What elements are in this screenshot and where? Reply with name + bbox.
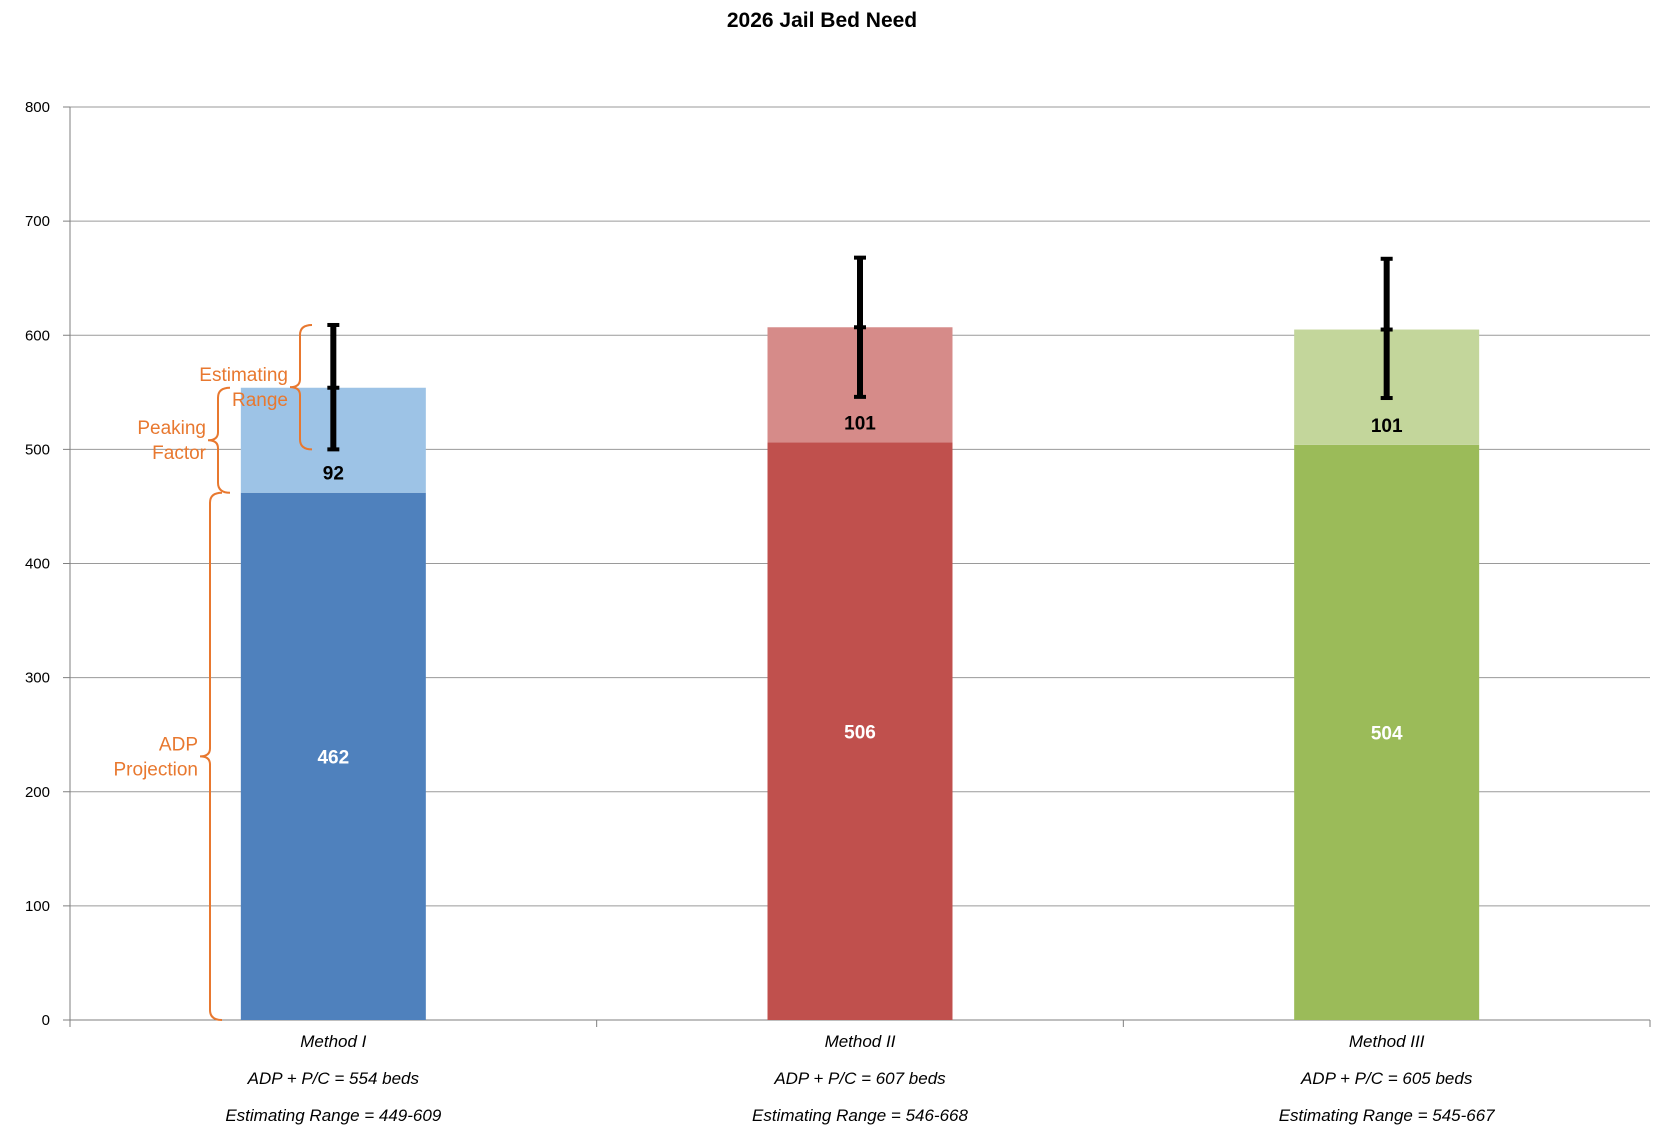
category-label: ADP + P/C = 554 beds	[247, 1069, 420, 1088]
bar-segment	[1294, 444, 1480, 1020]
category-label: Method I	[300, 1032, 366, 1051]
y-tick-label: 300	[25, 670, 50, 687]
data-label: 504	[1371, 723, 1403, 744]
data-label: 506	[844, 722, 876, 743]
y-tick-label: 200	[25, 784, 50, 801]
y-tick-label: 800	[25, 99, 50, 116]
chart-title: 2026 Jail Bed Need	[727, 9, 917, 32]
category-label: Estimating Range = 449-609	[225, 1106, 441, 1125]
error-bars	[327, 255, 1393, 452]
category-label: ADP + P/C = 607 beds	[773, 1069, 946, 1088]
category-label: ADP + P/C = 605 beds	[1300, 1069, 1473, 1088]
bar-segment	[767, 442, 953, 1021]
annotation-brace	[199, 491, 223, 1021]
y-tick-label: 0	[42, 1012, 50, 1029]
data-labels: 462 92 506 101 504 101	[317, 414, 1402, 769]
data-label: 101	[1371, 416, 1403, 437]
annotation-label: Estimating	[199, 365, 288, 386]
data-label: 462	[317, 747, 349, 768]
category-label: Estimating Range = 546-668	[752, 1106, 968, 1125]
annotation-label: Projection	[114, 759, 199, 780]
category-labels: Method I ADP + P/C = 554 beds Estimating R…	[225, 1032, 1495, 1125]
category-label: Method III	[1349, 1032, 1425, 1051]
annotation-label: Factor	[152, 443, 207, 464]
y-tick-label: 100	[25, 898, 50, 915]
annotations: Estimating Range Peaking Factor ADP Projectio…	[114, 323, 313, 1021]
category-label: Method II	[825, 1032, 896, 1051]
y-tick-label: 400	[25, 556, 50, 573]
annotation-label: Peaking	[137, 418, 206, 439]
data-label: 101	[844, 414, 876, 435]
bar-segment	[240, 492, 426, 1020]
y-tick-label: 500	[25, 441, 50, 458]
y-tick-label: 600	[25, 327, 50, 344]
annotation-brace	[289, 323, 313, 451]
data-label: 92	[323, 464, 344, 485]
annotation-brace	[207, 386, 231, 494]
category-label: Estimating Range = 545-667	[1279, 1106, 1495, 1125]
y-tick-label: 700	[25, 213, 50, 230]
annotation-label: ADP	[159, 734, 198, 755]
annotation-label: Range	[232, 390, 288, 411]
